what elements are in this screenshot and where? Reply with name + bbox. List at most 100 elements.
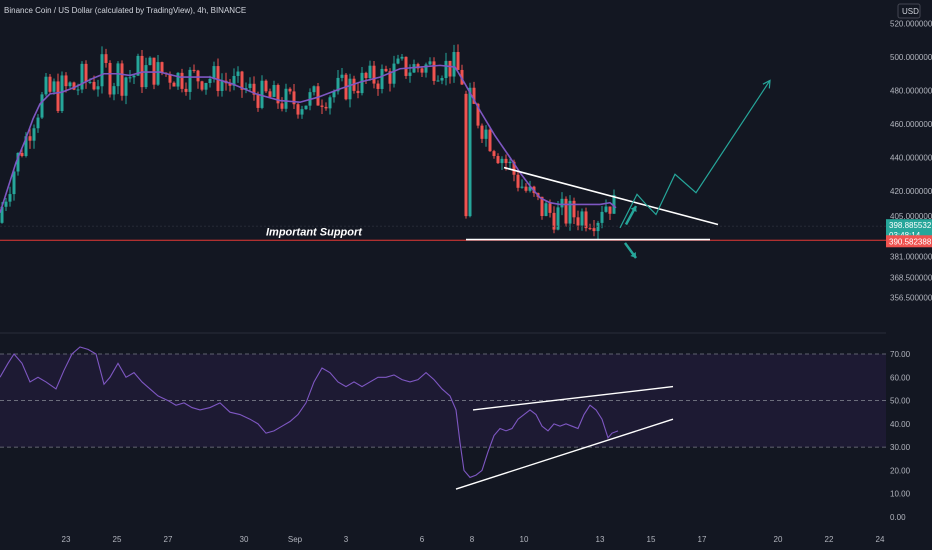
candle	[584, 207, 588, 232]
candle-body	[80, 63, 84, 90]
moving-average-line	[0, 64, 617, 214]
candle-body	[572, 200, 576, 218]
candle-body	[336, 77, 340, 92]
candle-body	[320, 105, 324, 107]
candle	[68, 81, 72, 89]
date-tick-label: 22	[825, 535, 834, 544]
currency-badge	[897, 3, 921, 19]
rsi-tick-label: 30.00	[890, 443, 911, 452]
rsi-line	[0, 346, 619, 479]
candle-body	[464, 93, 468, 217]
candle-body	[604, 206, 608, 212]
candle	[108, 60, 112, 98]
candle-body	[508, 161, 512, 164]
candle-body	[564, 198, 568, 224]
candle-body	[192, 69, 196, 71]
candle-body	[612, 194, 616, 214]
candle	[72, 81, 76, 91]
candle-body	[16, 152, 20, 172]
candle-body	[388, 71, 392, 84]
candle	[264, 79, 268, 93]
candle	[204, 82, 208, 95]
candle-body	[568, 200, 572, 224]
candle-body	[52, 81, 56, 92]
date-tick-label: 6	[420, 535, 425, 544]
candle	[508, 158, 512, 170]
candle	[572, 197, 576, 224]
candle	[356, 83, 360, 99]
candle-body	[4, 201, 8, 207]
price-tick-label: 381.000000	[890, 252, 932, 261]
candle	[196, 69, 200, 89]
rsi-tick-label: 70.00	[890, 350, 911, 359]
candle	[524, 183, 528, 193]
candle-body	[220, 80, 224, 91]
candle	[372, 61, 376, 89]
candle-body	[32, 128, 36, 141]
candle	[132, 74, 136, 84]
candle	[284, 83, 288, 113]
candle	[516, 169, 520, 192]
candle-body	[348, 78, 352, 100]
candle-body	[480, 125, 484, 139]
candle-body	[504, 158, 508, 164]
candle-body	[204, 83, 208, 90]
candle-body	[512, 161, 516, 175]
candle	[388, 68, 392, 92]
candle	[272, 80, 276, 98]
candle-body	[368, 65, 372, 79]
candle-body	[332, 91, 336, 98]
candle-body	[424, 64, 428, 73]
candle-body	[584, 211, 588, 229]
date-tick-label: 17	[698, 535, 707, 544]
candle-body	[96, 86, 100, 90]
candle-body	[208, 78, 212, 84]
candle	[96, 79, 100, 97]
moving-average-layer	[0, 64, 617, 214]
candle	[432, 57, 436, 85]
candle-body	[168, 73, 172, 83]
date-tick-label: 15	[647, 535, 656, 544]
candle	[324, 102, 328, 111]
candle	[276, 83, 280, 109]
candle-body	[328, 97, 332, 109]
candle	[192, 64, 196, 73]
candle-body	[608, 206, 612, 214]
candle-body	[528, 186, 532, 191]
candle	[428, 57, 432, 66]
candle	[100, 46, 104, 94]
candle	[232, 68, 236, 91]
rsi-tick-label: 60.00	[890, 373, 911, 382]
candle-body	[496, 156, 500, 164]
candle	[480, 123, 484, 144]
candle-body	[232, 75, 236, 86]
candle-body	[288, 88, 292, 92]
candle	[580, 208, 584, 231]
candle	[268, 88, 272, 98]
candle-body	[376, 83, 380, 89]
candle-body	[272, 85, 276, 97]
candle	[184, 82, 188, 96]
candle	[220, 73, 224, 97]
candle-body	[212, 66, 216, 79]
candle	[336, 69, 340, 95]
candle-body	[372, 65, 376, 84]
candle-body	[560, 198, 564, 208]
date-tick-label: 8	[470, 535, 475, 544]
candle-body	[40, 94, 44, 118]
candle-body	[116, 63, 120, 87]
candle-body	[524, 186, 528, 191]
candle-body	[356, 90, 360, 94]
candle-body	[152, 57, 156, 85]
candle	[124, 76, 128, 105]
candle	[456, 44, 460, 71]
candle-body	[132, 75, 136, 78]
candle-body	[316, 86, 320, 106]
arrow-down-head	[630, 252, 636, 258]
candle	[120, 60, 124, 101]
candle	[236, 66, 240, 83]
candle-body	[28, 136, 32, 141]
candle	[424, 62, 428, 78]
